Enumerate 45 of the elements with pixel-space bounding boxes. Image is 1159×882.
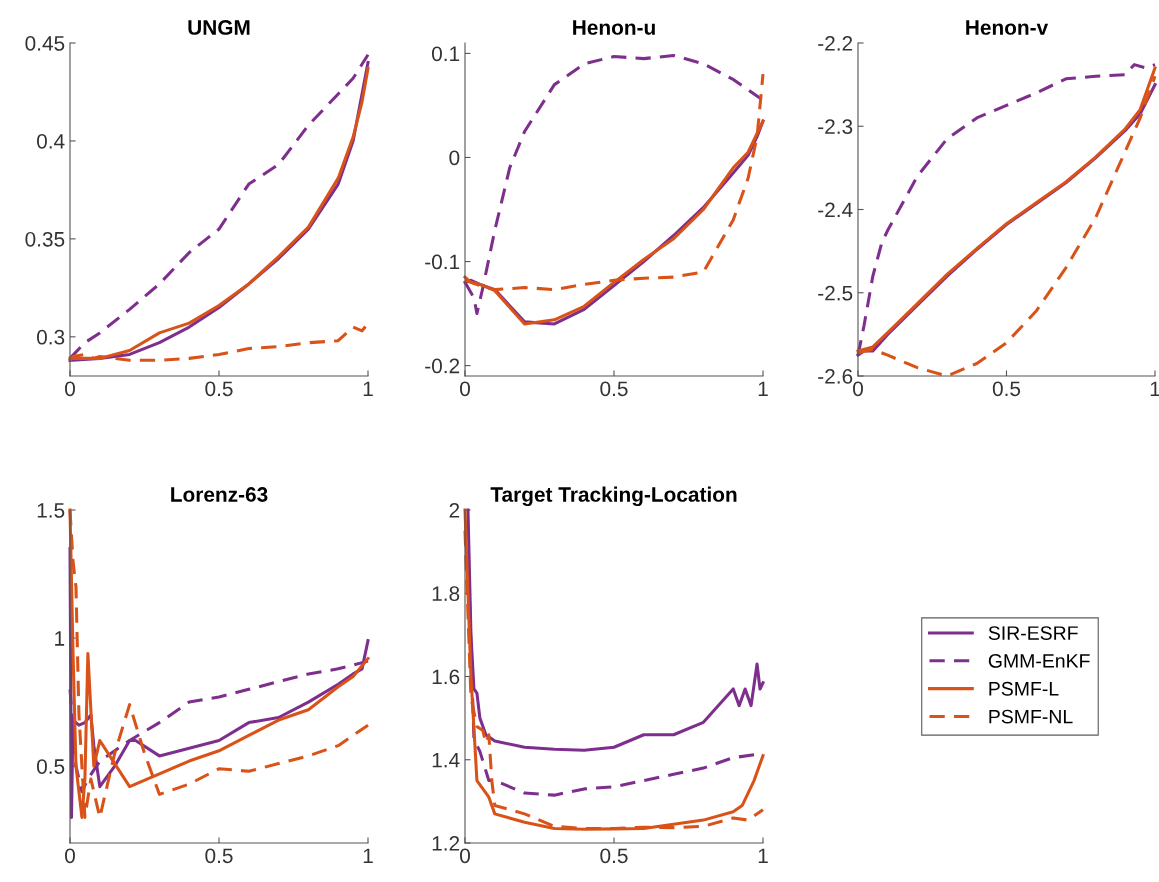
x-tick-label: 0.5 xyxy=(600,381,628,397)
x-tick-label: 1 xyxy=(363,848,373,863)
chart-title: Henon-v xyxy=(966,20,1049,35)
chart-title: UNGM xyxy=(188,20,250,35)
y-tick-label: 1.6 xyxy=(432,669,460,685)
x-tick-label: 0 xyxy=(65,381,75,397)
y-tick-label: 0.45 xyxy=(25,36,65,51)
chart-title: Target Tracking-Location xyxy=(490,486,737,507)
x-tick-label: 0.5 xyxy=(205,381,233,397)
y-tick-label: -0.2 xyxy=(425,358,460,374)
legend-label: PSMF-L xyxy=(989,681,1059,696)
x-tick-label: 1 xyxy=(758,848,768,863)
y-tick-label: 0.1 xyxy=(431,46,460,62)
y-tick-label: -2.5 xyxy=(818,285,853,301)
y-tick-label: 1.8 xyxy=(432,586,460,601)
y-tick-label: -2.4 xyxy=(818,202,853,218)
y-tick-label: 1.4 xyxy=(432,752,460,768)
chart-title: Lorenz-63 xyxy=(171,487,268,502)
y-tick-label: -2.6 xyxy=(818,369,853,384)
x-tick-label: 0.5 xyxy=(600,848,628,864)
x-tick-label: 0 xyxy=(853,381,863,397)
y-tick-label: 0.35 xyxy=(25,231,65,247)
y-tick-label: 0 xyxy=(449,150,460,166)
x-tick-label: 0 xyxy=(460,848,470,864)
x-tick-label: 0 xyxy=(460,381,470,397)
x-tick-label: 0.5 xyxy=(992,381,1021,397)
x-tick-label: 0 xyxy=(65,848,75,864)
x-tick-label: 1 xyxy=(1150,381,1159,396)
y-tick-label: -2.3 xyxy=(818,119,853,134)
y-tick-label: 0.3 xyxy=(36,329,65,345)
legend-label: SIR-ESRF xyxy=(988,626,1078,640)
y-tick-label: -2.2 xyxy=(818,36,853,51)
x-tick-label: 1 xyxy=(363,381,373,396)
x-tick-label: 1 xyxy=(758,381,768,396)
chart-title: Henon-u xyxy=(573,20,655,35)
y-tick-label: 0.5 xyxy=(36,759,65,774)
x-tick-label: 0.5 xyxy=(205,848,233,864)
legend-label: GMM-EnKF xyxy=(988,654,1090,668)
legend-label: PSMF-NL xyxy=(989,709,1073,724)
y-tick-label: -0.1 xyxy=(425,254,460,270)
y-tick-label: 1 xyxy=(55,631,65,646)
y-tick-label: 0.4 xyxy=(36,133,65,149)
y-tick-label: 1.2 xyxy=(432,836,460,851)
y-tick-label: 1.5 xyxy=(37,503,65,518)
y-tick-label: 2 xyxy=(449,503,460,518)
